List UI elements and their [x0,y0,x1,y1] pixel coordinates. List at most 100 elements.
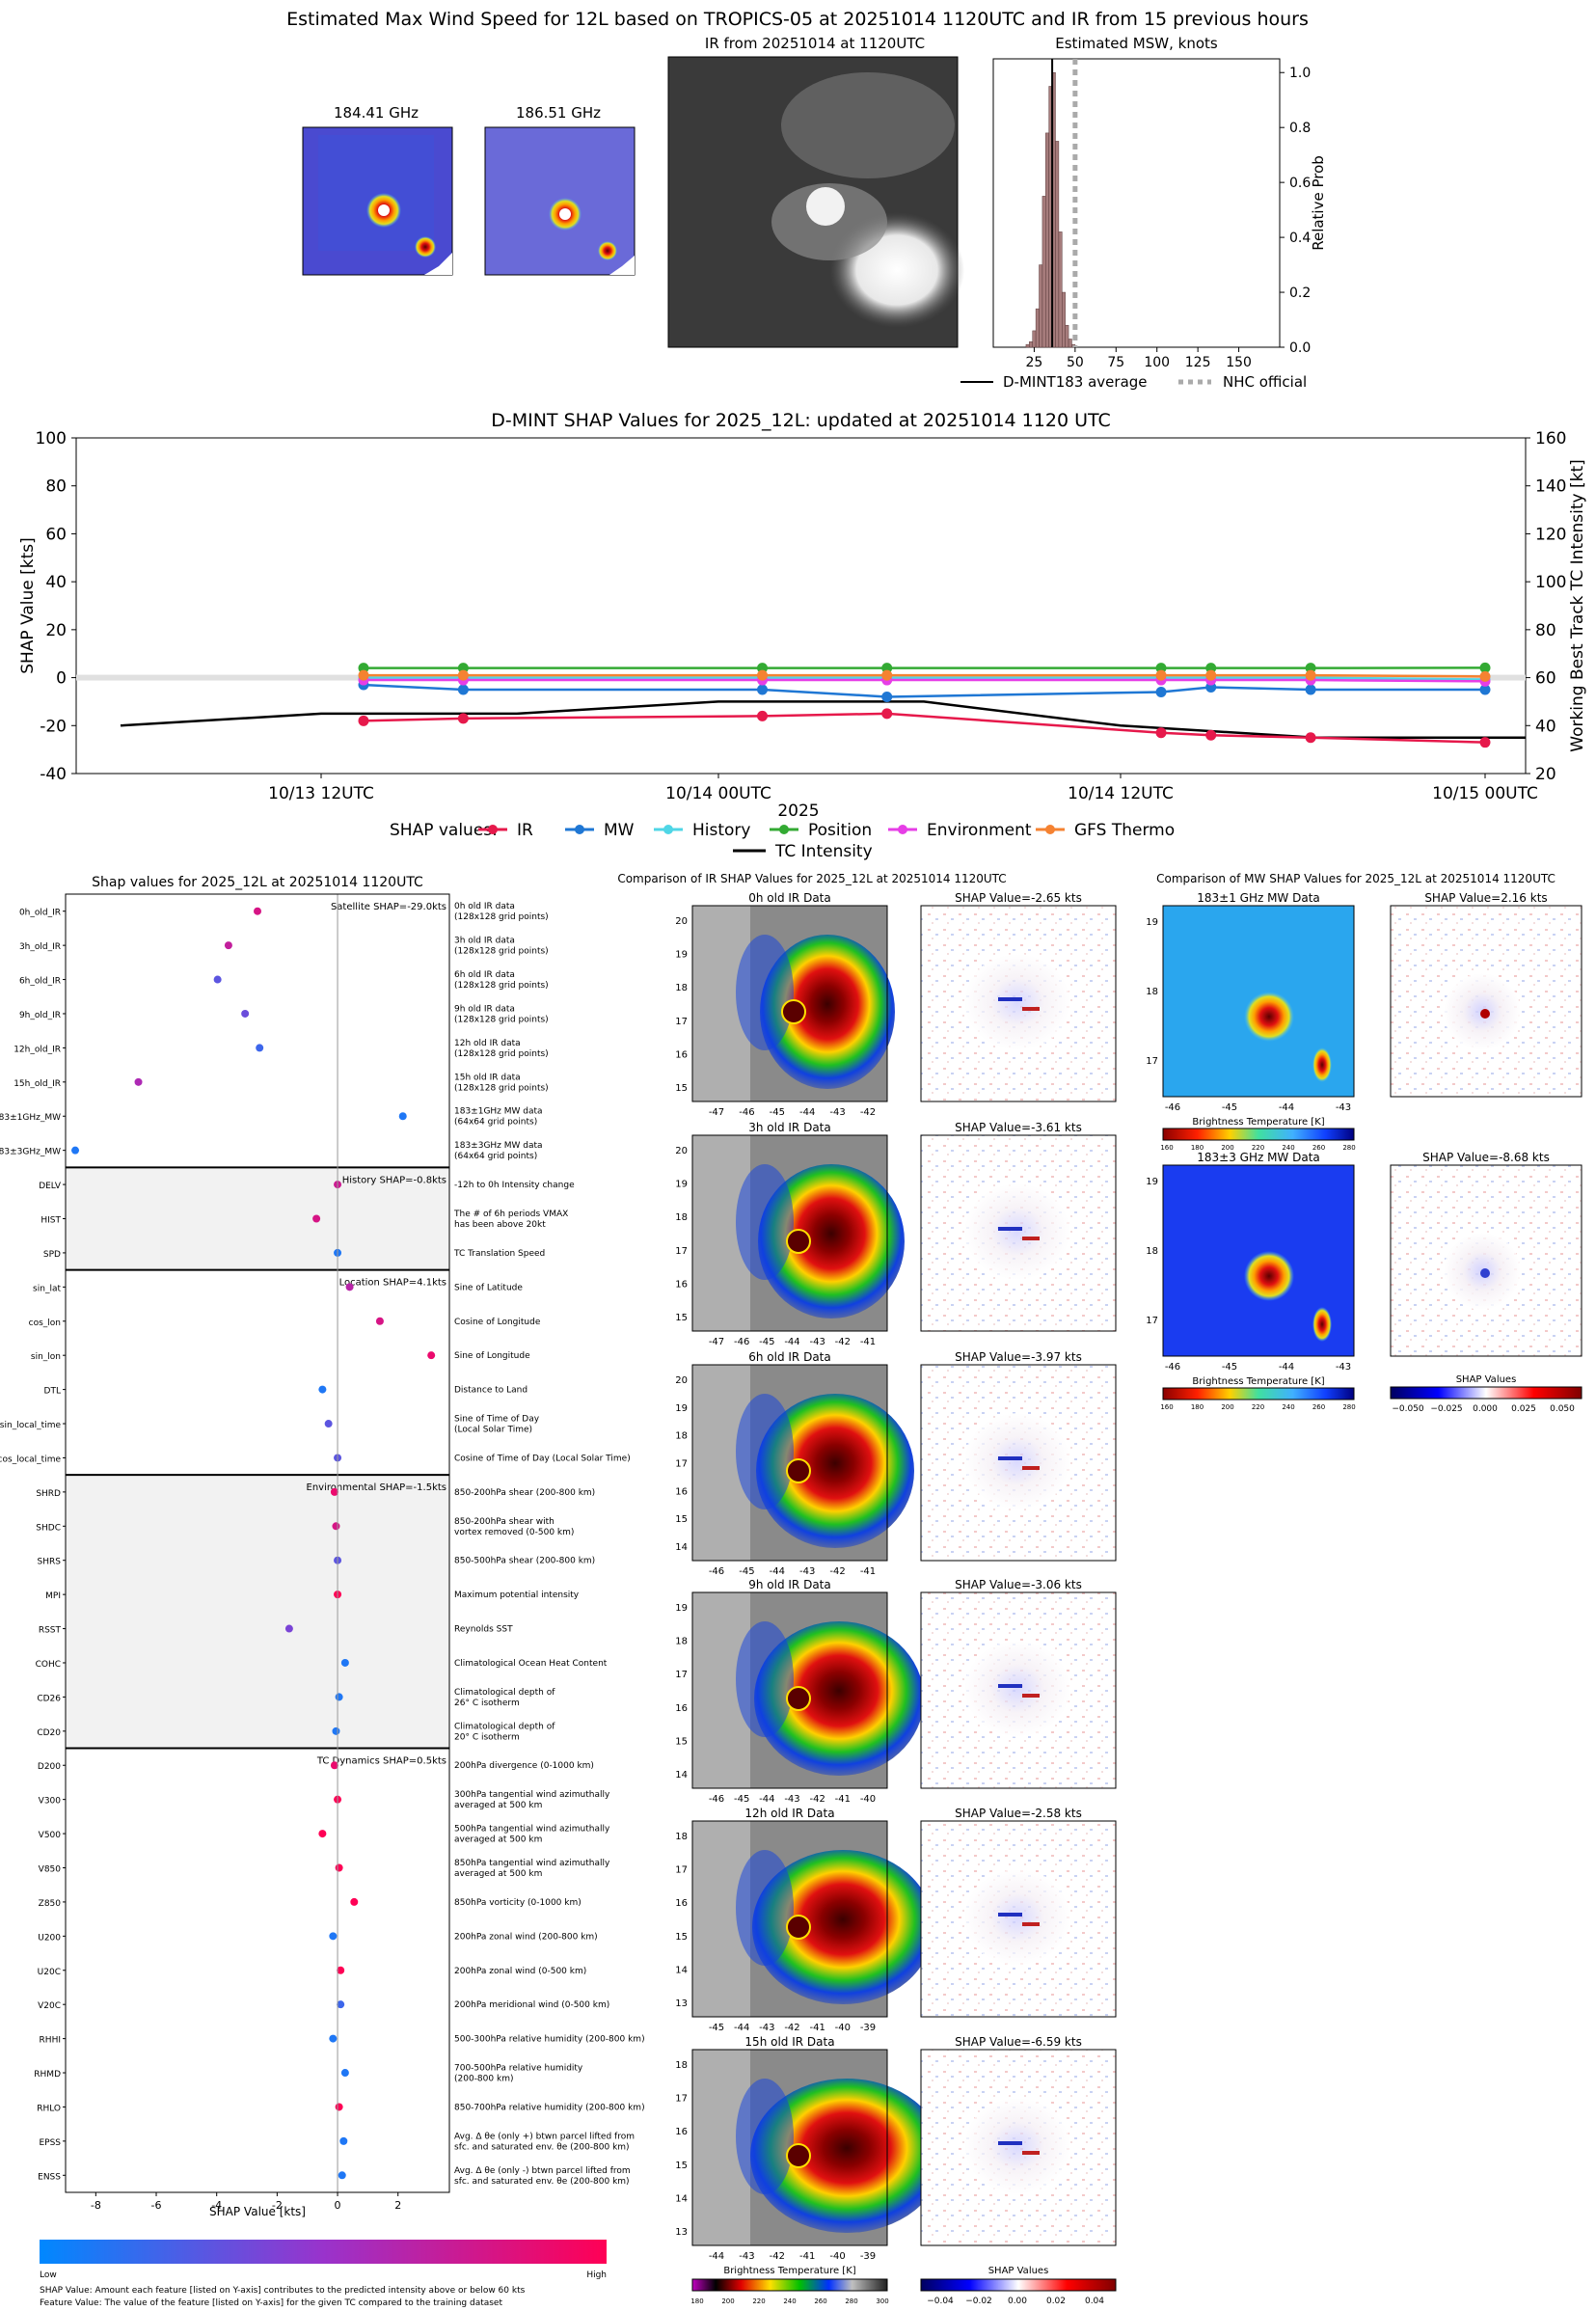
feature-colorbar [40,2240,607,2264]
ir-shap-title: SHAP Value=-3.61 kts [955,1121,1082,1134]
mw-bt-colorbar-tick: 240 [1282,1144,1294,1152]
ir-shap-title: SHAP Value=-2.58 kts [955,1807,1082,1820]
histogram-y-tick-label: 0.4 [1289,231,1311,246]
feature-colorbar-low: Low [40,2270,57,2280]
ir-band [736,1850,794,1966]
mw-bt-colorbar-label: Brightness Temperature [K] [1192,1376,1324,1387]
series-point-mw [1155,686,1167,697]
ir-y-tick-label: 20 [675,1146,688,1156]
dotplot-x-label: SHAP Value [kts] [209,2205,306,2218]
mw-bt-colorbar-tick: 220 [1252,1403,1264,1411]
dotplot-x-tick-label: 2 [394,2199,401,2212]
mw-bt-colorbar-tick: 200 [1221,1144,1233,1152]
ir-x-tick-label: -40 [860,1794,876,1805]
ir-y-tick-label: 16 [675,1049,688,1060]
series-point-mw [1479,684,1491,695]
dotplot-feature-description: 850-200hPa shear (200-800 km) [454,1488,595,1498]
dotplot-feature-name: sin_local_time [0,1421,61,1430]
dotplot-feature-description: 183±3GHz MW data [454,1141,543,1151]
dotplot-feature-description: Cosine of Time of Day (Local Solar Time) [454,1454,631,1463]
mw-shap-colorbar [1390,1386,1582,1400]
mw-row-title: 183±3 GHz MW Data [1197,1151,1320,1164]
dotplot-x-tick-label: -8 [91,2199,101,2212]
series-point-ir [358,715,369,726]
dotplot-feature-name: 15h_old_IR [14,1079,61,1089]
dotplot-feature-description: sfc. and saturated env. θe (200-800 km) [454,2177,630,2187]
ir-shap-pattern [998,1913,1022,1917]
dotplot-point [398,1112,407,1121]
dotplot-feature-name: SPD [43,1250,61,1260]
dotplot-group-background [66,1475,449,1749]
shap-colorbar-tick: −0.04 [927,2297,954,2306]
histogram-frame [992,58,1281,348]
series-line-gfs_thermo [364,673,1486,678]
dotplot-group-label: Location SHAP=4.1kts [339,1278,446,1289]
dotplot-point [254,907,261,915]
dotplot-feature-name: 183±1GHz_MW [0,1113,61,1123]
dotplot-feature-description: (128x128 grid points) [454,1015,549,1024]
legend-swatch-point [488,825,498,834]
ir-y-tick-label: 20 [675,1375,688,1386]
dotplot-point [337,2000,345,2009]
histogram-bar [1025,343,1030,348]
series-point-mw [757,684,769,695]
ir-x-tick-label: -42 [835,1337,851,1347]
histogram-x-tick-label: 25 [1026,355,1043,370]
ir-y-tick-label: 16 [675,1279,688,1290]
ir-shap-pattern [1022,1922,1040,1926]
mw-bt-colorbar-tick: 180 [1191,1144,1204,1152]
mw-y-tick-label: 18 [1146,987,1158,997]
dotplot-feature-description: 850hPa vorticity (0-1000 km) [454,1898,582,1908]
dotplot-point [284,1624,293,1633]
ir-x-tick-label: -46 [709,1566,724,1577]
figure-title: Estimated Max Wind Speed for 12L based o… [286,9,1309,30]
dotplot-feature-description: 20° C isotherm [454,1732,520,1742]
mw-shap-center [1480,1268,1490,1278]
timeseries-y2-tick-label: 100 [1535,573,1566,592]
dotplot-feature-name: RHLO [37,2104,61,2113]
dotplot-point [340,1658,349,1667]
bt-colorbar-tick: 300 [876,2297,888,2305]
mw-y-tick-label: 17 [1146,1316,1158,1326]
dotplot-group-background [66,894,449,1168]
dotplot-feature-name: COHC [36,1660,61,1670]
dotplot-feature-name: 183±3GHz_MW [0,1148,61,1157]
ir-image-frame [691,1820,888,2018]
dotplot-feature-description: (200-800 km) [454,2075,513,2084]
mw-storm-secondary [1312,1047,1332,1082]
dotplot-feature-description: 200hPa meridional wind (0-500 km) [454,2000,609,2010]
series-point-mw [881,691,893,702]
ir-shap-pattern [998,997,1022,1001]
dotplot-feature-description: 850-500hPa shear (200-800 km) [454,1557,595,1566]
ir-x-tick-label: -41 [860,1566,876,1577]
series-point-mw [457,684,469,695]
dotplot-point [241,1009,250,1018]
legend-swatch-point [779,825,789,834]
legend-label: TC Intensity [774,842,873,861]
ir-y-tick-label: 14 [675,1965,688,1975]
mw-y-tick-label: 17 [1146,1056,1158,1067]
series-point-gfs_thermo [757,669,769,681]
ir-center [786,1915,811,1940]
ir-y-tick-label: 13 [675,2227,688,2238]
ir-x-tick-label: -46 [734,1337,749,1347]
timeseries-y2-tick-label: 40 [1535,717,1556,736]
dotplot-group-background [66,1748,449,2192]
ir-y-tick-label: 16 [675,1898,688,1909]
mw-x-tick-label: -45 [1222,1362,1237,1373]
timeseries-y-tick-label: 40 [45,573,67,592]
shap-colorbar [920,2278,1117,2292]
dotplot-feature-description: 300hPa tangential wind azimuthally [454,1790,610,1800]
ir-y-tick-label: 18 [675,983,688,993]
ir-comparison-title: Comparison of IR SHAP Values for 2025_12… [617,872,1006,885]
dotplot-feature-name: V300 [39,1797,62,1807]
mw-storm-secondary [1312,1307,1332,1342]
dotplot-point [332,1522,340,1531]
mw-x-tick-label: -44 [1279,1362,1294,1373]
mw1-title: 184.41 GHz [334,104,419,122]
histogram-x-tick-label: 125 [1185,355,1211,370]
ir-shap-title: SHAP Value=-6.59 kts [955,2035,1082,2049]
legend-prefix: SHAP values: [390,821,498,840]
series-point-ir [881,708,893,720]
dotplot-feature-description: averaged at 500 km [454,1801,542,1810]
